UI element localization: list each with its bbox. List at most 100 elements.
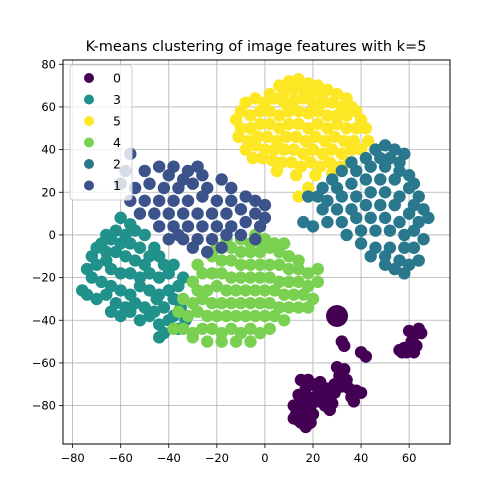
cluster-5-point (277, 85, 291, 99)
cluster-4-point (215, 267, 228, 280)
cluster-4-point (263, 322, 276, 335)
cluster-1-point (162, 233, 175, 246)
cluster-5-point (263, 105, 276, 118)
cluster-2-point (374, 198, 387, 212)
cluster-4-point (258, 309, 272, 323)
cluster-5-point (292, 190, 305, 203)
cluster-0-point (335, 380, 349, 393)
cluster-3-point (167, 292, 180, 306)
cluster-3-point (124, 267, 137, 280)
cluster-0-point (414, 326, 428, 340)
cluster-1-point (138, 164, 151, 178)
cluster-3-point (90, 292, 103, 306)
cluster-3-point (114, 211, 127, 225)
cluster-1-point (138, 194, 151, 207)
cluster-2-point (335, 215, 349, 229)
legend-marker-1 (84, 180, 94, 191)
cluster-5-point (261, 130, 274, 143)
chart-title: K-means clustering of image features wit… (86, 39, 427, 55)
x-tick-label: −40 (157, 451, 181, 465)
cluster-2-point (364, 211, 377, 225)
cluster-2-point (311, 190, 324, 203)
cluster-0-point (292, 414, 305, 427)
cluster-4-point (244, 322, 257, 335)
cluster-1-point (148, 207, 161, 220)
cluster-3-point (114, 267, 127, 280)
cluster-5-point (328, 130, 341, 143)
legend-label-0: 0 (113, 71, 121, 86)
cluster-3-point (119, 250, 132, 263)
cluster-2-point (364, 186, 377, 199)
cluster-5-point (297, 92, 310, 105)
cluster-2-point (335, 164, 349, 178)
cluster-2-point (378, 186, 392, 199)
cluster-4-point (172, 305, 185, 318)
cluster-2-point (417, 233, 430, 246)
cluster-2-point (383, 224, 397, 237)
cluster-4-point (225, 297, 238, 310)
cluster-2-point (359, 173, 373, 186)
cluster-4-point (244, 245, 257, 259)
cluster-2-point (388, 262, 401, 276)
cluster-4-point (239, 309, 252, 323)
cluster-1-point (186, 177, 200, 190)
cluster-5-point (253, 105, 267, 118)
x-tick-label: −60 (109, 451, 133, 465)
legend-label-1: 1 (113, 178, 121, 193)
cluster-4-point (176, 292, 190, 306)
cluster-1-series (114, 147, 272, 259)
cluster-2-point (378, 160, 392, 173)
cluster-4-point (258, 233, 272, 246)
cluster-0-point (313, 375, 327, 389)
legend-marker-5 (84, 116, 94, 126)
cluster-5-point (282, 117, 296, 131)
cluster-4-point (225, 271, 238, 284)
cluster-2-point (364, 160, 377, 173)
cluster-5-point (285, 156, 298, 169)
y-tick-label: −80 (32, 399, 56, 413)
cluster-2-point (407, 224, 421, 237)
x-tick-label: 0 (261, 451, 268, 465)
cluster-0-point (326, 397, 339, 410)
cluster-4-point (229, 335, 243, 348)
cluster-2-point (297, 215, 310, 229)
cluster-4-point (215, 335, 228, 348)
cluster-1-point (258, 198, 272, 212)
cluster-5-point (270, 164, 284, 178)
cluster-1-point (215, 241, 228, 254)
cluster-2-point (402, 207, 416, 220)
cluster-0-point (326, 305, 349, 327)
cluster-1-point (210, 194, 224, 207)
cluster-2-series (297, 139, 435, 280)
cluster-5-point (249, 92, 262, 105)
cluster-5-point (323, 156, 337, 169)
cluster-5-point (256, 151, 269, 165)
cluster-0-point (354, 386, 368, 399)
cluster-4-point (268, 309, 281, 323)
cluster-1-point (210, 220, 224, 233)
cluster-2-point (374, 173, 387, 186)
cluster-4-point (282, 262, 296, 276)
cluster-2-point (402, 181, 416, 195)
cluster-5-point (297, 81, 310, 94)
cluster-4-point (225, 322, 238, 335)
cluster-2-point (354, 237, 368, 250)
cluster-4-point (167, 322, 180, 335)
cluster-5-point (292, 105, 305, 118)
cluster-3-point (100, 288, 113, 301)
cluster-4-point (277, 314, 291, 327)
cluster-4-point (253, 326, 267, 340)
cluster-5-point (268, 92, 281, 105)
cluster-5-point (309, 169, 322, 182)
cluster-5-point (292, 117, 305, 131)
cluster-5-point (340, 109, 353, 122)
cluster-1-point (186, 241, 200, 254)
cluster-4-point (253, 258, 267, 271)
cluster-1-point (249, 194, 262, 207)
cluster-4-point (201, 335, 214, 348)
cluster-5-point (311, 105, 324, 118)
cluster-2-point (388, 173, 401, 186)
cluster-4-point (263, 297, 276, 310)
cluster-5-point (299, 134, 312, 148)
